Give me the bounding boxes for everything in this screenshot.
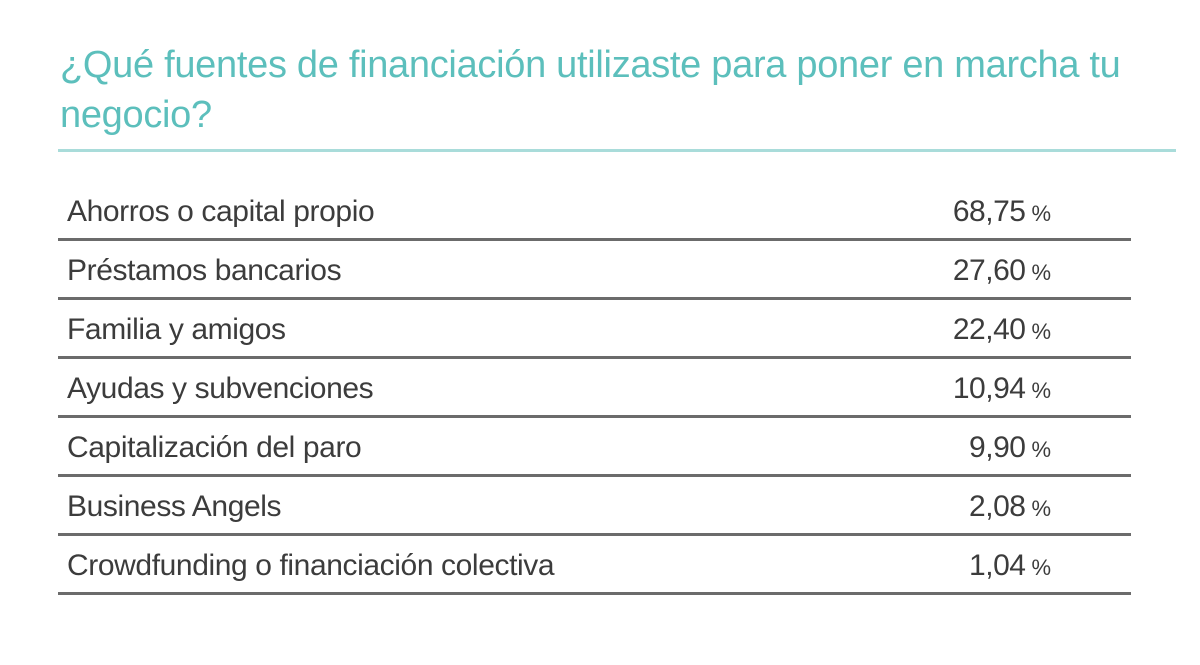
row-label: Ahorros o capital propio xyxy=(67,195,375,228)
row-label: Ayudas y subvenciones xyxy=(67,372,374,405)
table-row: Familia y amigos 22,40% xyxy=(58,300,1131,359)
row-value-number: 2,08 xyxy=(969,490,1026,523)
page-title: ¿Qué fuentes de financiación utilizaste … xyxy=(60,44,1121,136)
row-value-number: 27,60 xyxy=(952,254,1026,287)
row-value: 22,40% xyxy=(953,310,1051,352)
row-value: 27,60% xyxy=(953,251,1051,293)
row-label: Familia y amigos xyxy=(67,313,286,346)
table-row: Ahorros o capital propio 68,75% xyxy=(58,182,1131,241)
row-value: 1,04% xyxy=(969,546,1051,588)
row-value-unit: % xyxy=(1031,555,1051,580)
row-value-unit: % xyxy=(1031,496,1051,521)
row-value: 9,90% xyxy=(969,428,1051,470)
row-value-number: 9,90 xyxy=(969,431,1026,464)
row-label: Business Angels xyxy=(67,490,282,523)
table-row: Ayudas y subvenciones 10,94% xyxy=(58,359,1131,418)
row-value-unit: % xyxy=(1031,260,1051,285)
row-value-number: 10,94 xyxy=(952,372,1026,405)
table-row: Capitalización del paro 9,90% xyxy=(58,418,1131,477)
row-value-unit: % xyxy=(1031,319,1051,344)
row-value: 2,08% xyxy=(969,487,1051,529)
row-label: Crowdfunding o financiación colectiva xyxy=(67,549,555,582)
row-value: 10,94% xyxy=(953,369,1051,411)
row-label: Préstamos bancarios xyxy=(67,254,342,287)
row-value-unit: % xyxy=(1031,437,1051,462)
table-row: Crowdfunding o financiación colectiva 1,… xyxy=(58,536,1131,595)
row-value-unit: % xyxy=(1031,378,1051,403)
table-row: Préstamos bancarios 27,60% xyxy=(58,241,1131,300)
table-row: Business Angels 2,08% xyxy=(58,477,1131,536)
row-value-number: 1,04 xyxy=(969,549,1026,582)
funding-sources-table: Ahorros o capital propio 68,75% Préstamo… xyxy=(58,182,1131,595)
row-value-unit: % xyxy=(1031,201,1051,226)
title-divider xyxy=(58,149,1176,152)
row-label: Capitalización del paro xyxy=(67,431,362,464)
row-value-number: 22,40 xyxy=(952,313,1026,346)
row-value: 68,75% xyxy=(953,192,1051,234)
row-value-number: 68,75 xyxy=(952,195,1026,228)
